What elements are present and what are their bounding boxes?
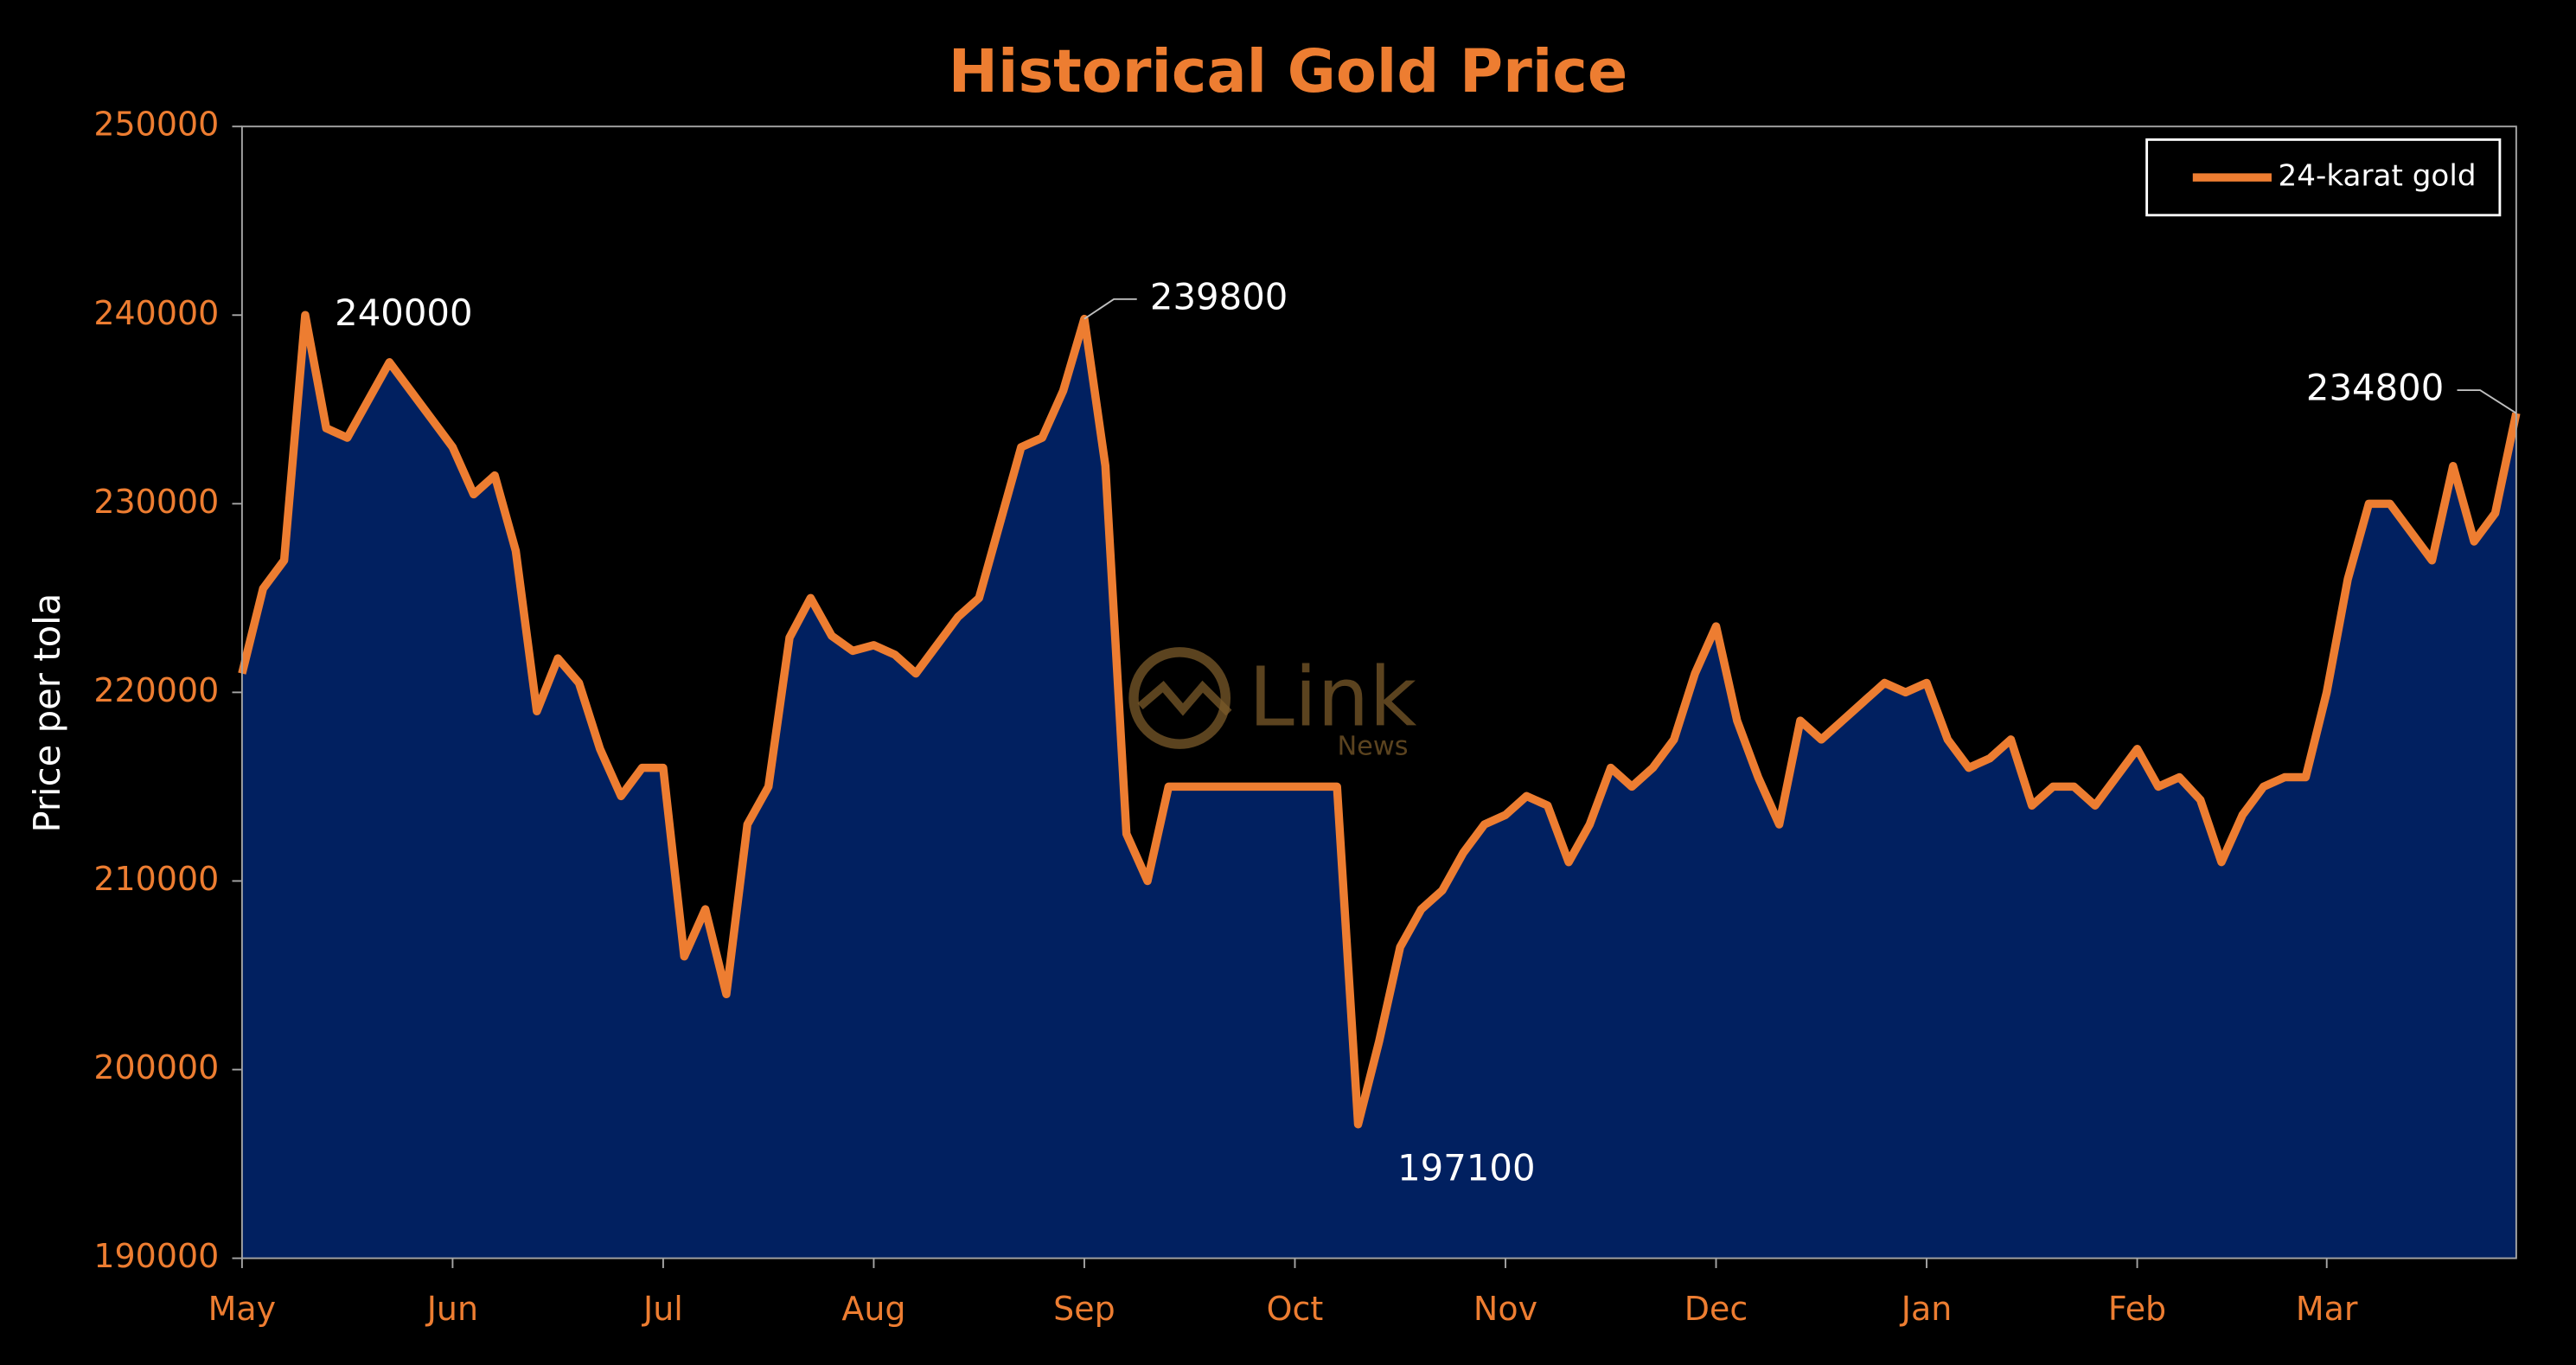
annotation: 234800 [2306,367,2444,409]
y-tick-label: 210000 [93,860,219,898]
x-tick-label: Jun [425,1290,478,1328]
x-tick-label: Mar [2296,1290,2358,1328]
y-tick-label: 240000 [93,294,219,332]
y-tick-label: 190000 [93,1237,219,1275]
watermark-text: News [1337,732,1408,762]
y-tick-label: 200000 [93,1048,219,1086]
annotation: 197100 [1397,1146,1535,1189]
y-tick-label: 230000 [93,483,219,521]
annotation-leader [1083,298,1137,320]
x-tick-label: Sep [1053,1290,1115,1328]
watermark-text: Link [1249,650,1416,746]
watermark-logo [1128,647,1231,749]
x-tick-label: Nov [1473,1290,1537,1328]
legend-label: 24-karat gold [2279,159,2477,194]
area-fill [241,315,2516,1259]
x-tick-label: Feb [2108,1290,2166,1328]
x-tick-label: Dec [1684,1290,1748,1328]
y-tick-label: 220000 [93,671,219,709]
x-tick-label: Jan [1900,1290,1953,1328]
y-axis-label: Price per tola [26,593,68,833]
y-tick-label: 250000 [93,106,219,144]
x-tick-label: May [208,1290,276,1328]
x-tick-label: Jul [642,1290,683,1328]
annotation: 239800 [1150,275,1288,317]
chart-title: Historical Gold Price [949,38,1627,106]
x-tick-label: Oct [1267,1290,1324,1328]
annotation: 240000 [335,292,472,334]
annotation-leader [2457,389,2517,414]
x-tick-label: Aug [841,1290,905,1328]
watermark-logo [1137,680,1232,716]
line [238,311,2521,1129]
